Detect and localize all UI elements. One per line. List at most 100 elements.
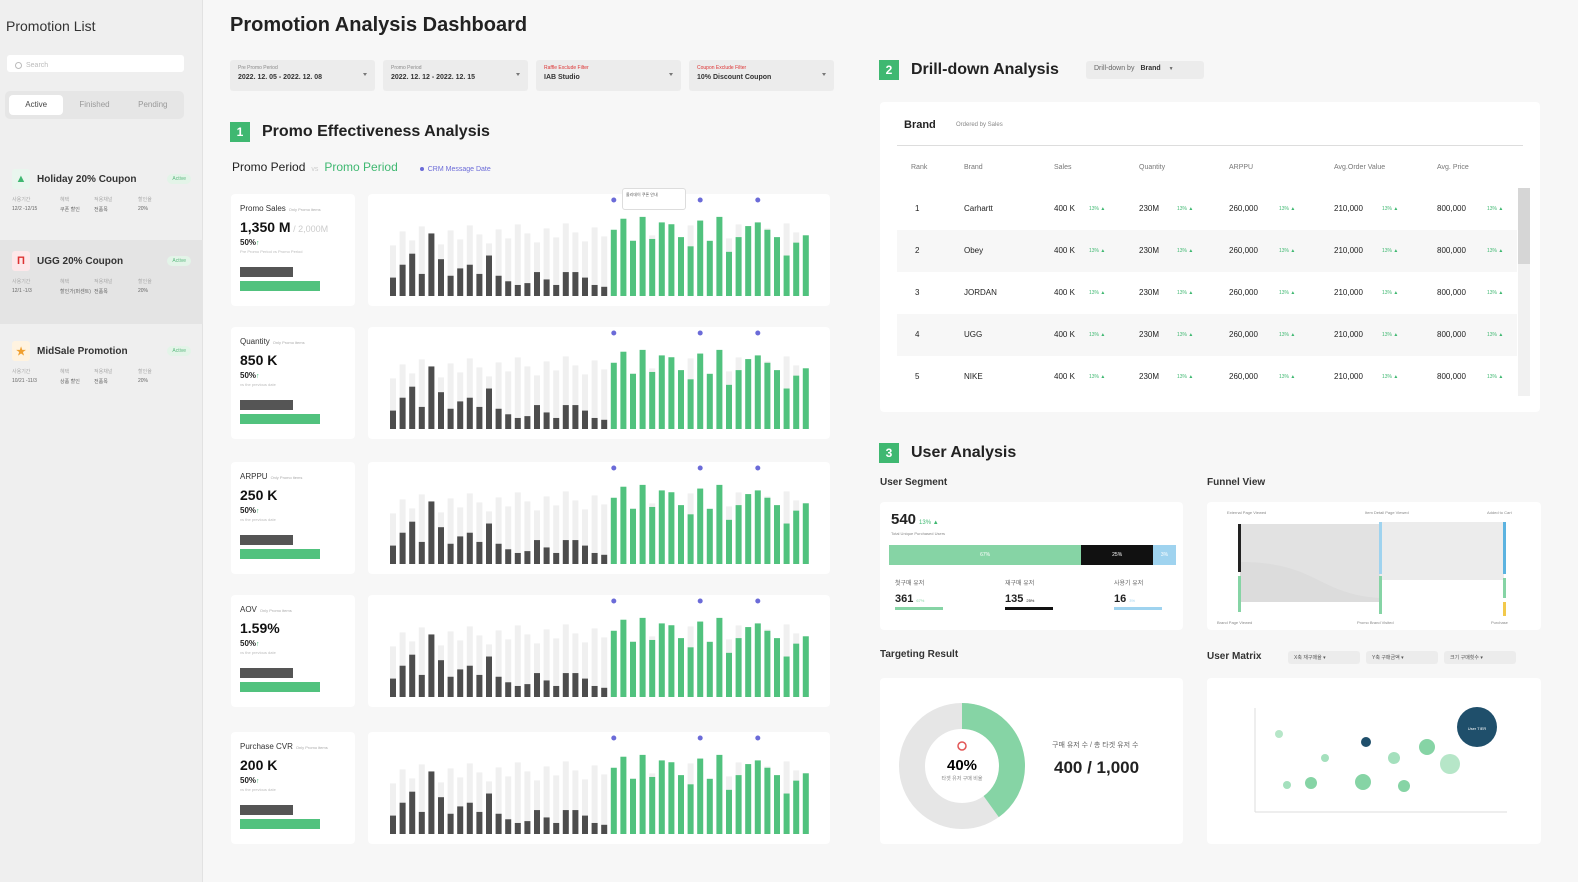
data-bar bbox=[428, 771, 435, 834]
crm-marker[interactable] bbox=[697, 330, 703, 336]
crm-marker[interactable] bbox=[755, 330, 761, 336]
table-row[interactable] bbox=[897, 230, 1517, 272]
table-header-cell[interactable]: Avg. Price bbox=[1437, 164, 1469, 171]
drill-down-select[interactable]: Drill-down by Brand ▼ bbox=[1086, 61, 1204, 79]
crm-tooltip: 올리데이 쿠폰 안내 bbox=[622, 188, 686, 210]
funnel-bottom-label: Promo Brand Visited bbox=[1357, 620, 1394, 625]
segment-bar-label: 67% bbox=[980, 552, 991, 558]
crm-marker[interactable] bbox=[755, 197, 761, 203]
filter-value: 10% Discount Coupon bbox=[697, 74, 772, 81]
segment-group-pct: 3% bbox=[1129, 598, 1136, 603]
tab-active[interactable]: Active bbox=[9, 95, 64, 115]
tree-icon: ▲ bbox=[12, 169, 30, 189]
meta-label: 할인율 bbox=[138, 369, 152, 375]
scrollbar-thumb[interactable] bbox=[1518, 188, 1530, 264]
star-icon: ★ bbox=[12, 341, 30, 361]
background-bar bbox=[495, 362, 502, 429]
metric-card[interactable]: AOV Only Promo items 1.59% 50%↑ vs the previ… bbox=[231, 595, 355, 707]
funnel-bottom-label: Purchase bbox=[1491, 620, 1509, 625]
crm-marker[interactable] bbox=[697, 465, 703, 471]
data-bar bbox=[438, 660, 444, 697]
chevron-down-icon: ▼ bbox=[1168, 66, 1174, 72]
table-header-cell[interactable]: Avg.Order Value bbox=[1334, 164, 1386, 171]
crm-marker[interactable] bbox=[755, 735, 761, 741]
background-bar bbox=[514, 224, 521, 296]
data-bar bbox=[610, 362, 617, 429]
data-bar bbox=[783, 388, 790, 429]
background-bar bbox=[534, 510, 540, 564]
data-bar bbox=[774, 237, 780, 296]
meta-label: 사용기간 bbox=[12, 369, 31, 375]
background-bar bbox=[572, 770, 579, 834]
size-select[interactable]: 크기 구매횟수 ▾ bbox=[1444, 651, 1516, 664]
crm-marker[interactable] bbox=[697, 598, 703, 604]
funnel-node bbox=[1503, 522, 1506, 574]
data-bar bbox=[774, 638, 780, 697]
background-bar bbox=[418, 764, 425, 834]
data-bar bbox=[630, 508, 636, 564]
promotion-item-midsale[interactable]: ★ MidSale Promotion Active 사용기간 혜택 적용채널 할인율… bbox=[0, 330, 203, 414]
crm-marker[interactable] bbox=[611, 197, 617, 203]
crm-marker[interactable] bbox=[611, 598, 617, 604]
data-bar bbox=[668, 492, 675, 564]
metric-card[interactable]: ARPPU Only Promo items 250 K 50%↑ vs the pre… bbox=[231, 462, 355, 574]
table-header-cell[interactable]: Quantity bbox=[1139, 164, 1166, 171]
crm-marker[interactable] bbox=[611, 735, 617, 741]
bar-chart-svg bbox=[390, 330, 809, 429]
tab-pending[interactable]: Pending bbox=[138, 100, 168, 109]
data-bar bbox=[630, 778, 636, 834]
background-bar bbox=[390, 646, 396, 697]
table-title: Brand bbox=[904, 119, 936, 131]
crm-marker[interactable] bbox=[611, 330, 617, 336]
data-bar bbox=[601, 286, 608, 296]
table-cell: 5 bbox=[915, 372, 920, 381]
crm-marker[interactable] bbox=[697, 197, 703, 203]
background-bar bbox=[399, 364, 406, 429]
table-row[interactable] bbox=[897, 356, 1517, 398]
y-axis-select[interactable]: Y축 구매금액 ▾ bbox=[1366, 651, 1438, 664]
metric-card[interactable]: Purchase CVR Only Promo items 200 K 50%↑ vs … bbox=[231, 732, 355, 844]
meta-value: 할인가(퍼센트) bbox=[60, 289, 91, 295]
crm-marker[interactable] bbox=[755, 598, 761, 604]
crm-marker[interactable] bbox=[611, 465, 617, 471]
data-bar bbox=[428, 366, 435, 429]
pre-promo-period-filter[interactable]: Pre Promo Period 2022. 12. 05 - 2022. 12… bbox=[230, 60, 375, 91]
table-header-cell[interactable]: Brand bbox=[964, 164, 983, 171]
data-bar bbox=[601, 419, 608, 429]
table-row[interactable] bbox=[897, 314, 1517, 356]
metric-card[interactable]: Quantity Only Promo items 850 K 50%↑ vs the … bbox=[231, 327, 355, 439]
table-cell: 400 K bbox=[1054, 330, 1075, 339]
search-input[interactable]: Search bbox=[7, 55, 184, 72]
metric-label-text: ARPPU bbox=[240, 472, 268, 481]
segment-group: 재구매 유저 135 25% bbox=[1005, 578, 1053, 610]
promo-period-filter[interactable]: Promo Period 2022. 12. 12 - 2022. 12. 15 bbox=[383, 60, 528, 91]
promotion-item-holiday[interactable]: ▲ Holiday 20% Coupon Active 사용기간 혜택 적용채널 할인… bbox=[0, 158, 203, 242]
metric-change-value: 50% bbox=[240, 639, 257, 648]
table-scrollbar[interactable] bbox=[1518, 188, 1530, 396]
background-bar bbox=[457, 507, 464, 564]
data-bar bbox=[620, 218, 627, 296]
crm-marker[interactable] bbox=[755, 465, 761, 471]
data-bar bbox=[534, 810, 540, 834]
data-bar bbox=[466, 802, 473, 834]
promotion-item-ugg[interactable]: Π UGG 20% Coupon Active 사용기간 혜택 적용채널 할인율 12… bbox=[0, 240, 203, 324]
table-header-cell[interactable]: Sales bbox=[1054, 164, 1072, 171]
data-bar bbox=[399, 532, 406, 564]
data-bar bbox=[706, 778, 713, 834]
metric-value: 200 K bbox=[240, 757, 346, 773]
funnel-node bbox=[1503, 602, 1506, 616]
segment-bar-label: 3% bbox=[1160, 552, 1169, 558]
table-header-cell[interactable]: ARPPU bbox=[1229, 164, 1254, 171]
metric-card[interactable]: Promo Sales Only Promo items 1,350 M / 2,0… bbox=[231, 194, 355, 306]
coupon-exclude-filter[interactable]: Coupon Exclude Filter 10% Discount Coupo… bbox=[689, 60, 834, 91]
data-bar bbox=[706, 240, 713, 296]
background-bar bbox=[524, 634, 531, 697]
raffle-exclude-filter[interactable]: Raffle Exclude Filter IAB Studio bbox=[536, 60, 681, 91]
data-bar bbox=[754, 355, 761, 429]
tab-finished[interactable]: Finished bbox=[79, 100, 110, 109]
bubble bbox=[1361, 737, 1371, 747]
x-axis-select[interactable]: X축 재구매율 ▾ bbox=[1288, 651, 1360, 664]
crm-marker[interactable] bbox=[697, 735, 703, 741]
table-header-cell[interactable]: Rank bbox=[911, 164, 928, 171]
data-bar bbox=[486, 793, 492, 834]
